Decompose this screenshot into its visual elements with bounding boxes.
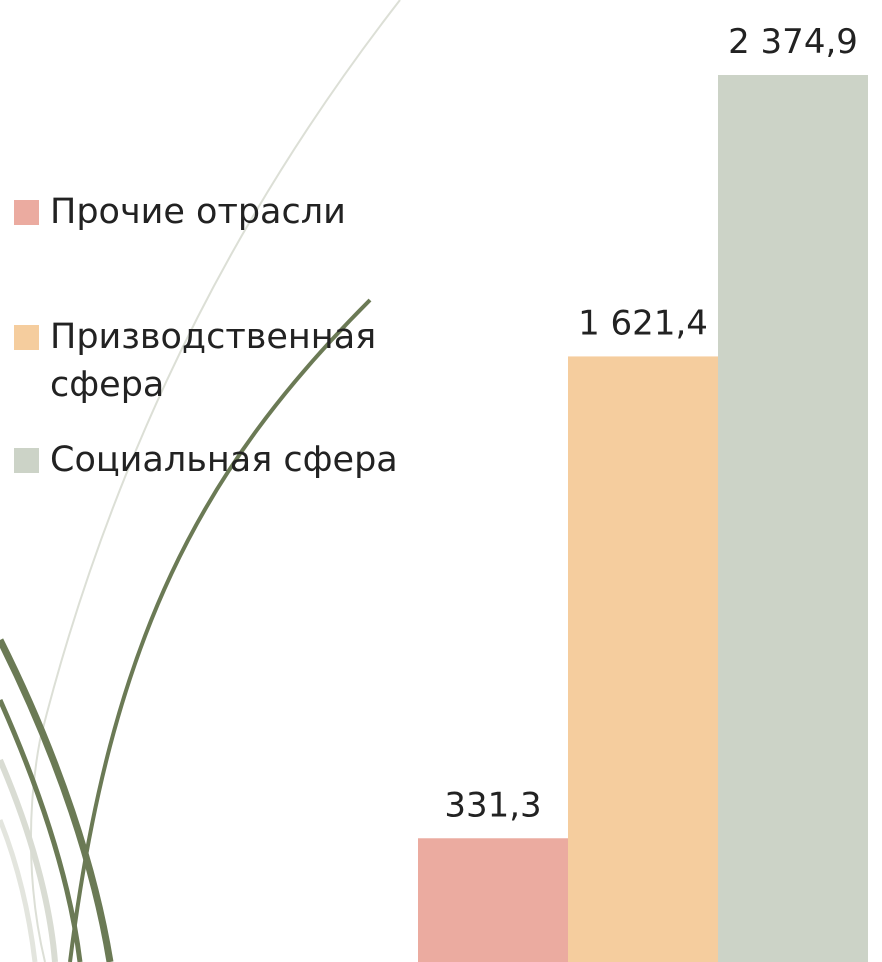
legend-swatch [14, 325, 39, 350]
data-label: 2 374,9 [728, 22, 858, 62]
bar [568, 356, 718, 962]
legend-label: Призводственная сфера [50, 317, 377, 405]
legend-swatch [14, 200, 39, 225]
bar [418, 838, 568, 962]
bar [718, 75, 868, 962]
legend-swatch [14, 448, 39, 473]
data-label: 1 621,4 [578, 303, 708, 343]
legend-entry: Прочие отрасли [14, 188, 454, 236]
data-label: 331,3 [444, 785, 541, 825]
decoration [0, 0, 401, 962]
legend-entry: Призводственная сфера [14, 313, 454, 409]
legend-label: Социальная сфера [50, 440, 398, 480]
legend-label: Прочие отрасли [50, 192, 346, 232]
legend-entry: Социальная сфера [14, 436, 454, 484]
